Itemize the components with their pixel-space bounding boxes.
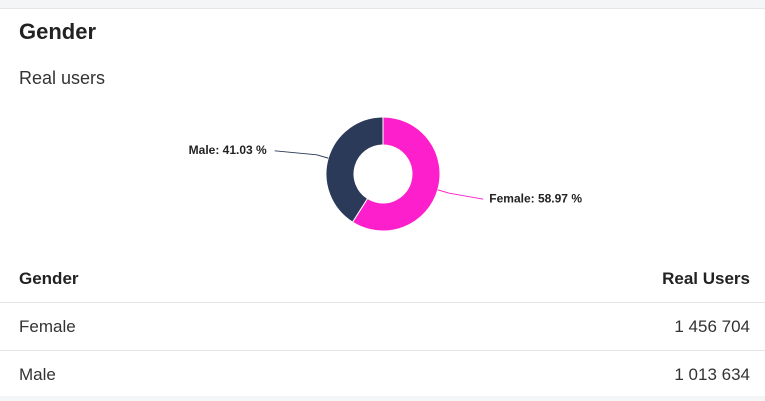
leader-line: [274, 150, 329, 159]
donut-slice: [325, 116, 384, 223]
card: Gender Real users Female: 58.97 % Male: 4…: [0, 8, 765, 396]
header-row: Gender Real Users: [0, 255, 765, 303]
donut-slice: [351, 116, 441, 232]
cell: Female: [0, 302, 333, 351]
data-table: Gender Real Users Female 1 456 704 Male …: [0, 255, 765, 396]
table-row: Male 1 013 634: [0, 350, 765, 396]
cell: Male: [0, 350, 333, 396]
column-header: Real Users: [332, 255, 765, 303]
card-subtitle: Real users: [19, 68, 106, 88]
data-label: Female: 58.97 %: [489, 191, 582, 205]
table-row: Female 1 456 704: [0, 302, 765, 351]
cell: 1 013 634: [332, 350, 765, 396]
leader-line: [437, 189, 484, 200]
card-title: Gender: [19, 19, 97, 44]
cell: 1 456 704: [332, 302, 765, 351]
donut-chart: Female: 58.97 % Male: 41.03 %: [189, 116, 582, 232]
data-label: Male: 41.03 %: [189, 143, 267, 157]
column-header: Gender: [0, 255, 333, 303]
